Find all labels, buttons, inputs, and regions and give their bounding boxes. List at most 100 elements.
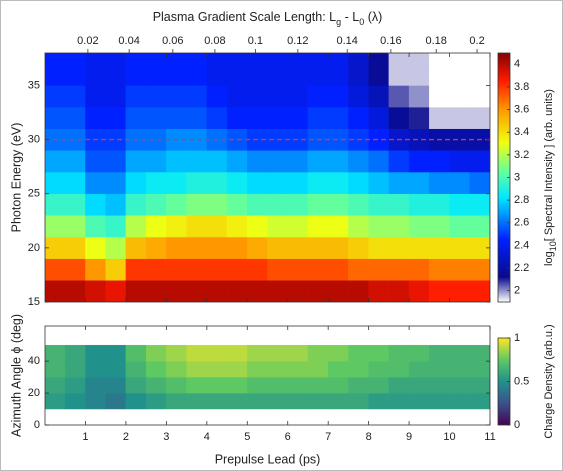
heat-cell (45, 360, 66, 378)
heat-cell (125, 360, 147, 378)
heat-cell (307, 360, 329, 378)
heat-cell (186, 360, 208, 378)
heat-cell (105, 236, 127, 259)
heat-cell (408, 215, 430, 238)
heat-cell (307, 53, 329, 65)
colorbar-tick-label: 0 (514, 419, 520, 431)
heat-cell (429, 258, 450, 281)
heat-cell (449, 258, 470, 281)
heat-cell (287, 360, 309, 378)
heat-cell (429, 63, 450, 86)
heat-cell (429, 215, 450, 238)
heat-cell (85, 258, 106, 281)
heat-cell (85, 63, 106, 86)
heat-cell (145, 376, 167, 394)
colorbar-tick-label: 2.6 (514, 217, 529, 229)
heat-cell (206, 193, 228, 216)
heat-cell (166, 215, 187, 238)
heat-cell (449, 128, 470, 151)
heat-cell (408, 360, 430, 378)
heat-cell (166, 280, 187, 302)
heat-cell (327, 344, 349, 362)
heat-cell (307, 85, 329, 108)
heat-cell (348, 171, 369, 194)
heat-cell (226, 376, 248, 394)
heat-cell (105, 53, 127, 65)
heat-cell (65, 85, 86, 108)
axes-box (44, 52, 491, 303)
heat-cell (145, 85, 167, 108)
heat-cell (206, 171, 228, 194)
heat-cell (186, 376, 208, 394)
heat-cell (247, 360, 268, 378)
heat-cell (327, 236, 349, 259)
top-tick-label: 0.1 (248, 35, 263, 47)
heat-cell (45, 376, 66, 394)
heat-cell (65, 215, 86, 238)
heat-cell (85, 171, 106, 194)
colorbar-tick-label: 3.6 (514, 103, 529, 115)
heat-cell (247, 392, 268, 410)
heat-cell (65, 280, 86, 302)
top-tick-label: 0.16 (380, 35, 401, 47)
heat-cell (449, 236, 470, 259)
heat-cell (65, 360, 86, 378)
heat-cell (429, 392, 450, 410)
x-tick-label: 3 (163, 431, 169, 443)
y-tick-label: 20 (28, 242, 40, 254)
heat-cell (348, 106, 369, 129)
heat-cell (327, 376, 349, 394)
axis-label: log10[ Spectral Intensity ] (arb. units) (543, 89, 558, 266)
heat-cell (226, 344, 248, 362)
heat-cell (65, 236, 86, 259)
label-part: (λ) (364, 10, 382, 24)
top-tick-label: 0.14 (336, 35, 357, 47)
heat-cell (408, 193, 430, 216)
label-part: log (543, 251, 555, 266)
heat-cell (469, 360, 490, 378)
heat-cell (388, 258, 410, 281)
heat-cell (449, 392, 470, 410)
y-tick-label: 30 (28, 134, 40, 146)
heat-cell (469, 63, 490, 86)
axis-label: Plasma Gradient Scale Length: Lg - L0 (λ… (153, 10, 383, 27)
heat-cell (327, 193, 349, 216)
heat-cell (186, 193, 208, 216)
heat-cell (449, 85, 470, 108)
heat-cell (307, 344, 329, 362)
heat-cell (408, 376, 430, 394)
heat-cell (206, 85, 228, 108)
heat-cell (247, 150, 268, 173)
heat-cell (105, 376, 127, 394)
heat-cell (45, 344, 66, 362)
heat-cell (287, 236, 309, 259)
heat-cell (65, 63, 86, 86)
heat-cell (125, 258, 147, 281)
heat-cell (166, 376, 187, 394)
heat-cell (469, 392, 490, 410)
heat-cell (348, 215, 369, 238)
y-axis-label: Photon Energy (eV) (9, 123, 23, 233)
heat-cell (348, 280, 369, 302)
heat-cell (125, 63, 147, 86)
heat-cell (368, 236, 390, 259)
heat-cell (65, 150, 86, 173)
x-tick-label: 5 (244, 431, 250, 443)
heat-cell (388, 53, 410, 65)
heat-cell (45, 85, 66, 108)
heat-cell (348, 258, 369, 281)
heat-cell (327, 85, 349, 108)
heat-cell (145, 53, 167, 65)
heat-cell (287, 215, 309, 238)
heat-cell (469, 258, 490, 281)
x-tick-label: 11 (484, 431, 495, 443)
heat-cell (348, 344, 369, 362)
heat-cell (125, 53, 147, 65)
heat-cell (105, 193, 127, 216)
colorbar-tick-label: 2.2 (514, 262, 529, 274)
heat-cell (368, 171, 390, 194)
heat-cell (267, 53, 288, 65)
heat-cell (307, 236, 329, 259)
heat-cell (247, 236, 268, 259)
